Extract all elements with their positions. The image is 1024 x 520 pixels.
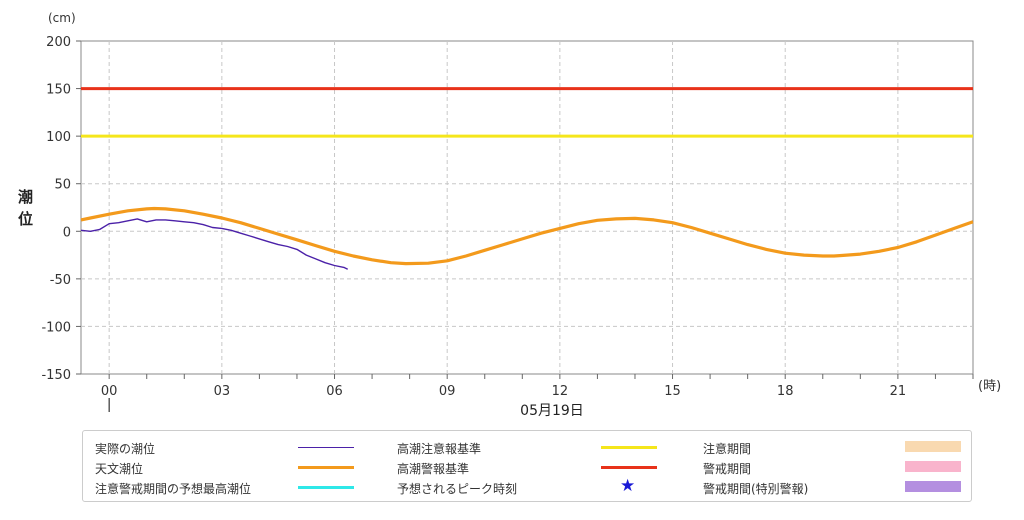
legend-astronomical-tide-line bbox=[298, 466, 354, 469]
x-tick-label: 06 bbox=[326, 384, 343, 399]
legend-warning-criterion-line bbox=[601, 466, 657, 469]
legend-advisory-criterion-label: 高潮注意報基準 bbox=[397, 442, 482, 456]
x-unit-label: (時) bbox=[978, 379, 1001, 394]
tide-level-chart: 200 150 100 50 0 -50 -100 -150 00 03 06 09 12 15 18 21… bbox=[18, 11, 1001, 419]
y-unit-label: (cm) bbox=[48, 11, 76, 25]
reference-lines bbox=[81, 87, 973, 138]
legend-peak-time-label: 予想されるピーク時刻 bbox=[397, 482, 518, 496]
legend-astronomical-tide-label: 天文潮位 bbox=[95, 462, 144, 476]
legend-advisory-period-label: 注意期間 bbox=[703, 442, 752, 456]
legend-advisory-criterion-line bbox=[601, 446, 657, 449]
y-tick-label: 0 bbox=[63, 225, 71, 240]
legend-warning-period-swatch bbox=[905, 461, 961, 472]
legend-forecast-max-label: 注意警戒期間の予想最高潮位 bbox=[95, 482, 252, 496]
series-line bbox=[80, 206, 974, 266]
x-tick-label: 12 bbox=[552, 384, 569, 399]
y-tick-labels: 200 150 100 50 0 -50 -100 -150 bbox=[41, 35, 71, 383]
legend-actual-tide-label: 実際の潮位 bbox=[95, 442, 156, 456]
y-tick-label: -100 bbox=[41, 320, 71, 335]
y-tick-label: -50 bbox=[50, 273, 71, 288]
date-label: 05月19日 bbox=[520, 403, 584, 419]
x-tick-label: 09 bbox=[439, 384, 456, 399]
x-tick-label: 15 bbox=[664, 384, 681, 399]
legend-warning-criterion-label: 高潮警報基準 bbox=[397, 462, 470, 476]
legend-warning-period-label: 警戒期間 bbox=[703, 462, 752, 476]
y-axis-title-1: 潮 bbox=[18, 188, 33, 206]
x-tick-label: 03 bbox=[214, 384, 231, 399]
legend-forecast-max-line bbox=[298, 486, 354, 489]
series-lines bbox=[80, 206, 974, 270]
y-tick-label: 100 bbox=[46, 130, 71, 145]
legend-advisory-period-swatch bbox=[905, 441, 961, 452]
x-tick-label: 21 bbox=[890, 384, 907, 399]
plot-area bbox=[80, 40, 974, 375]
x-tick-labels: 00 03 06 09 12 15 18 21 bbox=[101, 384, 906, 399]
y-tick-label: 50 bbox=[54, 178, 71, 193]
chart-legend: 実際の潮位 天文潮位 注意警戒期間の予想最高潮位 高潮注意報基準 高潮警報基準 … bbox=[82, 430, 972, 502]
star-icon: ★ bbox=[620, 476, 636, 496]
x-tick-label: 00 bbox=[101, 384, 118, 399]
x-tick-label: 18 bbox=[777, 384, 794, 399]
legend-special-warning-period-swatch bbox=[905, 481, 961, 492]
y-tick-label: 150 bbox=[46, 83, 71, 98]
y-tick-label: 200 bbox=[46, 35, 71, 50]
legend-actual-tide-line bbox=[298, 447, 354, 448]
series-line bbox=[80, 218, 349, 270]
legend-special-warning-period-label: 警戒期間(特別警報) bbox=[703, 482, 809, 496]
y-axis-title-2: 位 bbox=[18, 210, 33, 228]
y-tick-label: -150 bbox=[41, 368, 71, 383]
